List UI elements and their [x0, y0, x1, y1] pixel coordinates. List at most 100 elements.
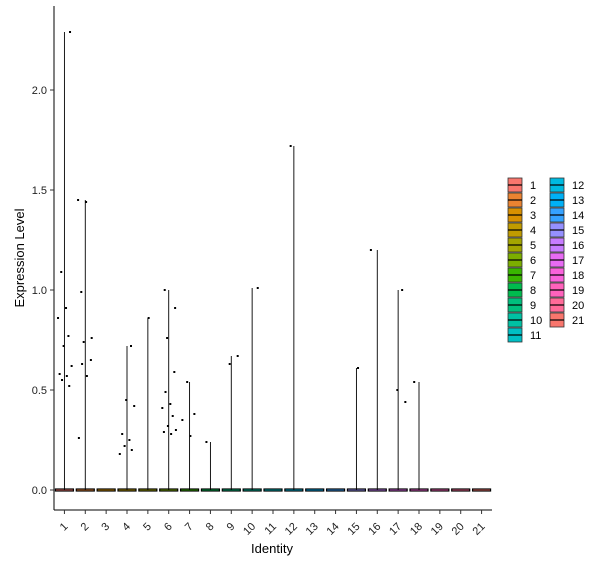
y-tick-label: 0.0 — [32, 485, 47, 497]
violin-9 — [221, 356, 241, 492]
data-point — [401, 289, 404, 291]
legend-label: 2 — [530, 195, 536, 207]
data-point — [62, 345, 65, 347]
violin-21 — [471, 488, 492, 492]
legend-label: 4 — [530, 225, 536, 237]
legend-label: 8 — [530, 285, 536, 297]
violin-body — [471, 488, 492, 492]
data-point — [61, 379, 64, 381]
legend-label: 11 — [530, 330, 541, 342]
violin-12 — [284, 146, 304, 492]
data-point — [89, 359, 92, 361]
violin-body — [325, 488, 346, 492]
data-point — [57, 317, 60, 319]
violin-11 — [263, 488, 283, 492]
legend-item-2: 2 — [507, 192, 536, 208]
x-tick-label: 6 — [162, 521, 175, 534]
legend-item-8: 8 — [507, 282, 536, 298]
data-point — [166, 425, 169, 427]
data-point — [169, 403, 172, 405]
violin-16 — [367, 250, 387, 492]
x-tick-label: 10 — [241, 521, 258, 538]
x-tick-label: 18 — [408, 521, 425, 538]
legend-label: 10 — [530, 315, 542, 327]
x-tick-label: 20 — [450, 521, 467, 538]
legend-item-7: 7 — [507, 267, 536, 283]
y-tick-label: 2.0 — [32, 85, 47, 97]
violin-19 — [430, 488, 450, 492]
x-tick-label: 13 — [304, 521, 321, 538]
legend-item-3: 3 — [507, 207, 536, 223]
violin-2 — [75, 200, 95, 492]
data-point — [147, 317, 150, 319]
legend-item-4: 4 — [507, 222, 536, 238]
legend-item-20: 20 — [549, 297, 584, 313]
data-point — [85, 201, 88, 203]
data-point — [369, 249, 372, 251]
data-point — [77, 437, 80, 439]
data-point — [67, 335, 70, 337]
legend-label: 17 — [572, 255, 584, 267]
data-point — [77, 199, 80, 201]
data-point — [166, 337, 169, 339]
data-point — [228, 363, 231, 365]
legend-item-11: 11 — [507, 327, 541, 343]
legend-item-18: 18 — [549, 267, 584, 283]
data-point — [128, 439, 131, 441]
data-point — [70, 365, 73, 367]
violin-14 — [325, 488, 346, 492]
legend-label: 13 — [572, 195, 584, 207]
legend-item-19: 19 — [549, 282, 584, 298]
x-tick-label: 1 — [58, 521, 71, 534]
data-point — [130, 449, 133, 451]
data-point — [130, 345, 132, 347]
x-tick-label: 8 — [204, 521, 217, 534]
y-tick-label: 1.0 — [32, 285, 47, 297]
x-tick-label: 12 — [283, 521, 300, 538]
x-tick-label: 16 — [366, 521, 383, 538]
x-tick-label: 15 — [345, 521, 362, 538]
data-point — [174, 307, 177, 309]
legend-label: 9 — [530, 300, 536, 312]
data-point — [171, 415, 174, 417]
legend-label: 20 — [572, 300, 584, 312]
x-tick-label: 17 — [387, 521, 404, 538]
x-tick-label: 11 — [263, 521, 280, 538]
violin-8 — [200, 442, 221, 492]
legend-label: 6 — [530, 255, 536, 267]
data-point — [90, 337, 93, 339]
data-point — [123, 445, 126, 447]
violin-13 — [305, 488, 325, 492]
data-point — [404, 401, 407, 403]
legend-label: 15 — [572, 225, 584, 237]
y-axis: 0.0 0.5 1.0 1.5 2.0 — [32, 6, 55, 510]
data-point — [186, 381, 189, 383]
x-tick-label: 19 — [429, 521, 446, 538]
violin-body — [451, 488, 471, 492]
data-point — [69, 31, 72, 33]
violin-4 — [117, 346, 137, 492]
legend-item-10: 10 — [507, 312, 542, 328]
legend-label: 12 — [572, 180, 584, 192]
x-tick-label: 9 — [225, 521, 238, 534]
data-point — [162, 431, 165, 433]
x-tick-label: 2 — [79, 521, 92, 534]
data-point — [256, 287, 259, 289]
data-point — [236, 355, 239, 357]
y-tick-label: 0.5 — [32, 385, 47, 397]
violin-body — [96, 488, 116, 492]
data-point — [161, 407, 164, 409]
violin-18 — [409, 382, 429, 492]
violin-body — [430, 488, 450, 492]
data-point — [68, 385, 71, 387]
data-point — [357, 367, 360, 369]
data-point — [65, 307, 68, 309]
data-point — [164, 391, 167, 393]
data-point — [65, 375, 68, 377]
data-point — [80, 291, 83, 293]
data-point — [163, 289, 166, 291]
x-tick-label: 7 — [183, 521, 196, 534]
data-point — [81, 363, 84, 365]
